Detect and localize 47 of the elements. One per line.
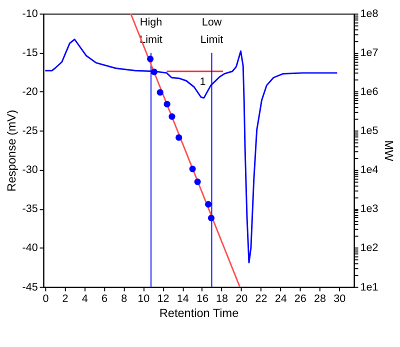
x-tick-label: 10 — [138, 293, 150, 306]
x-tick-label: 24 — [274, 293, 287, 306]
point — [147, 56, 154, 62]
y-tick-label: -30 — [22, 164, 38, 176]
x-tick-label: 26 — [294, 293, 306, 306]
point — [189, 166, 196, 172]
x-tick-label: 16 — [196, 293, 208, 306]
x-tick-label: 22 — [255, 293, 268, 306]
point — [205, 201, 212, 208]
y2-tick-label: 1e4 — [360, 164, 378, 176]
x-tick-label: 6 — [101, 293, 108, 306]
x-tick-label: 18 — [216, 293, 228, 306]
y-tick-label: -20 — [22, 86, 38, 98]
y2-tick-label: 1e8 — [360, 8, 378, 20]
x-tick-label: 20 — [236, 293, 248, 306]
y-tick-label: -15 — [22, 47, 38, 60]
y2-tick-label: 1e5 — [360, 125, 378, 138]
x-tick-label: 28 — [314, 293, 326, 306]
x-tick-label: 8 — [121, 293, 128, 306]
x-tick-label: 14 — [176, 293, 189, 306]
y2-tick-label: 1e2 — [360, 242, 378, 254]
point — [156, 89, 164, 96]
point — [176, 134, 182, 141]
point — [168, 113, 176, 120]
y2-tick-label: 1e3 — [360, 203, 378, 216]
x-tick-label: 4 — [82, 293, 88, 306]
y2-tick-label: 1e1 — [360, 281, 378, 294]
y-tick-label: -40 — [22, 242, 38, 254]
y2-tick-label: 1e6 — [360, 86, 378, 98]
x-tick-label: 12 — [157, 293, 170, 306]
x-axis-title: Retention Time — [159, 306, 240, 320]
x-tick-label: 0 — [42, 293, 49, 306]
point — [208, 214, 215, 222]
y2-tick-label: 1e7 — [360, 47, 378, 60]
y2-axis-title: MW — [382, 140, 396, 162]
x-tick-label: 30 — [334, 293, 346, 306]
point — [194, 178, 201, 186]
point — [164, 100, 170, 108]
x-tick-label: 2 — [62, 293, 68, 306]
annotation: 1 — [200, 76, 206, 88]
y-tick-label: -25 — [22, 125, 38, 138]
y-tick-label: -35 — [22, 203, 38, 216]
y-tick-label: -10 — [22, 8, 38, 20]
ref-line-label: Low Limit — [200, 16, 224, 46]
y-axis-title: Response (mV) — [5, 110, 18, 192]
point — [150, 68, 158, 76]
y-tick-label: -45 — [22, 281, 38, 294]
